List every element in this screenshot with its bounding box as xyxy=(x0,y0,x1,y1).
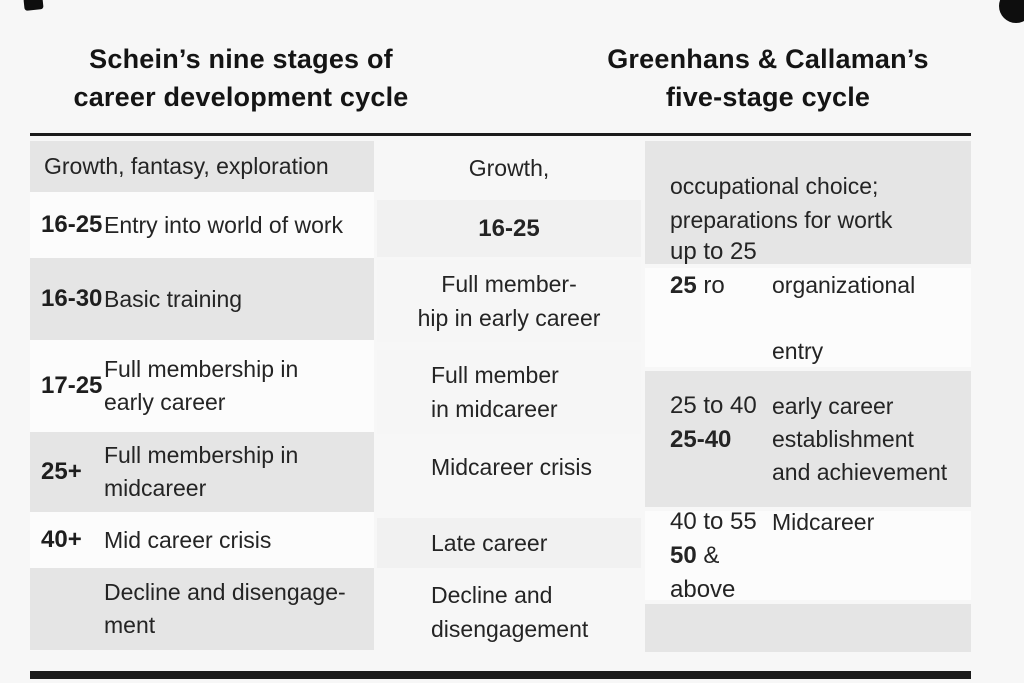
age-range: 25 to 40 25-40 xyxy=(670,389,772,457)
stage-label: Late career xyxy=(431,530,548,556)
row-content: up to 25 25 ro organizational entry xyxy=(645,235,971,401)
stage-label: Growth, fantasy, exploration xyxy=(44,153,329,179)
stage-label: Mid career crisis xyxy=(104,526,272,553)
age-range: 16-30 xyxy=(41,285,103,312)
row-content: 40 to 55 50 & above Midcareer xyxy=(645,505,971,607)
stage-label: Full member- hip in early career xyxy=(417,271,601,331)
schein-header-line1: Schein’s nine stages of xyxy=(89,44,393,74)
greenhaus-header-line2: five-stage cycle xyxy=(665,82,871,112)
schein-row-decline-disengagement: Decline and disengage- ment xyxy=(30,568,374,650)
middle-row-decline-disengagement: Decline and disengagement xyxy=(377,572,641,652)
age-strong: 50 xyxy=(670,541,697,569)
greenhaus-column-header: Greenhans & Callaman’s five-stage cycle xyxy=(556,40,980,116)
stage-label: early career establishment and achieveme… xyxy=(772,393,948,485)
label-line1: organizational xyxy=(772,271,916,298)
stage-label: Entry into world of work xyxy=(104,211,344,238)
age-range: 16-25 xyxy=(41,211,103,238)
greenhaus-row-early-career-establishment: 25 to 40 25-40 early career establishmen… xyxy=(645,371,971,507)
schein-header-line2: career development cycle xyxy=(73,82,409,112)
age-range: 25+ xyxy=(41,458,82,485)
age-strong: 25-40 xyxy=(670,426,732,453)
stage-label: Midcareer xyxy=(772,508,875,535)
age-range: up to 25 25 ro xyxy=(670,235,772,303)
row-content: 25 to 40 25-40 early career establishmen… xyxy=(645,389,971,489)
middle-row-late-career: Late career xyxy=(377,518,641,568)
greenhaus-row-midcareer: 40 to 55 50 & above Midcareer xyxy=(645,508,971,603)
stage-label: Full membership in midcareer xyxy=(104,442,299,501)
age-range: 16-25 xyxy=(478,214,540,242)
stage-label: Decline and disengagement xyxy=(431,582,589,642)
middle-row-full-member-midcareer: Full member in midcareer xyxy=(377,350,641,434)
age-line1: 25 to 40 xyxy=(670,392,757,419)
age-line1: 40 to 55 xyxy=(670,507,757,535)
stage-label: Full member in midcareer xyxy=(431,362,559,422)
greenhaus-row-occupational-choice: occupational choice; preparations for wo… xyxy=(645,141,971,264)
ink-mark-top-left xyxy=(23,0,44,11)
table-bottom-rule xyxy=(30,671,971,679)
schein-row-midcareer-crisis: 40+ Mid career crisis xyxy=(30,512,374,568)
age-rest: & above xyxy=(670,541,736,603)
greenhaus-row-empty xyxy=(645,604,971,652)
stage-label: Basic training xyxy=(104,285,243,312)
age-range: 17-25 xyxy=(41,372,103,399)
middle-row-16-25: 16-25 xyxy=(377,200,641,257)
schein-row-basic-training: 16-30 Basic training xyxy=(30,258,374,340)
greenhaus-header-line1: Greenhans & Callaman’s xyxy=(607,44,929,74)
middle-row-midcareer-crisis: Midcareer crisis xyxy=(377,442,641,492)
stage-label: occupational choice; preparations for wo… xyxy=(670,172,893,233)
schein-row-entry-world-of-work: 16-25 Entry into world of work xyxy=(30,192,374,258)
ink-mark-top-right xyxy=(999,0,1024,23)
stage-label: Growth, xyxy=(468,155,550,181)
age-line1: up to 25 xyxy=(670,237,757,265)
stage-label: organizational entry xyxy=(772,235,915,401)
stage-label: Decline and disengage- ment xyxy=(104,579,346,638)
age-line2: 25 ro xyxy=(670,269,772,303)
middle-row-growth: Growth, xyxy=(377,143,641,193)
age-range: 40 to 55 50 & above xyxy=(670,505,772,607)
label-line2: entry xyxy=(772,337,824,364)
stage-label: Midcareer crisis xyxy=(431,454,593,480)
age-strong: 25 xyxy=(670,271,697,299)
greenhaus-row-organizational-entry: up to 25 25 ro organizational entry xyxy=(645,238,971,367)
schein-column-header: Schein’s nine stages of career developme… xyxy=(29,40,453,116)
table-top-rule xyxy=(30,133,971,136)
stage-label: Full membership in early career xyxy=(104,356,299,415)
age-range: 40+ xyxy=(41,526,82,553)
schein-row-full-membership-early: 17-25 Full membership in early career xyxy=(30,340,374,432)
middle-row-full-membership-early: Full member- hip in early career xyxy=(377,260,641,342)
schein-row-growth-fantasy: Growth, fantasy, exploration xyxy=(30,141,374,192)
schein-row-full-membership-mid: 25+ Full membership in midcareer xyxy=(30,432,374,512)
age-rest: ro xyxy=(696,271,725,299)
age-line2: 25-40 xyxy=(670,423,772,457)
age-line2: 50 & above xyxy=(670,539,772,607)
